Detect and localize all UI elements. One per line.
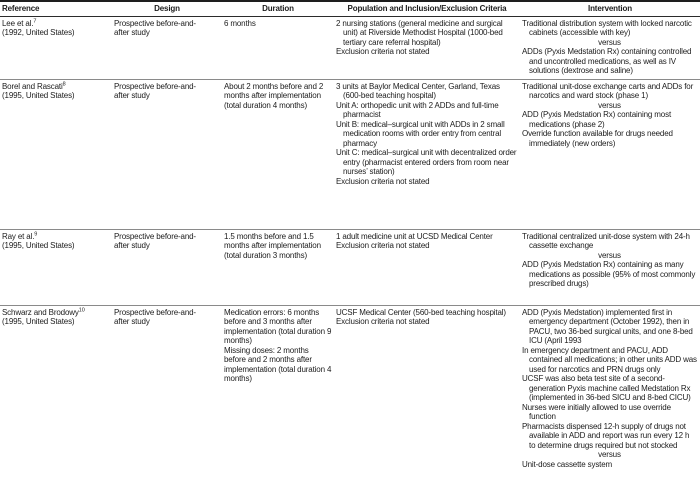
design-text: Prospective before-and-after study [114, 81, 196, 101]
population-text: 3 units at Baylor Medical Center, Garlan… [336, 81, 500, 101]
design-text: Prospective before-and-after study [114, 307, 196, 327]
versus-label: versus [598, 250, 621, 260]
design-cell: Prospective before-and-after study [112, 15, 222, 79]
duration-text: About 2 months before and 2 months after… [224, 81, 324, 110]
reference-name-text: Ray et al. [2, 231, 35, 241]
reference-citation-sup: 9 [34, 230, 38, 237]
versus-label: versus [598, 100, 621, 110]
reference-name-text: Lee et al. [2, 18, 34, 28]
duration-cell: 1.5 months before and 1.5 months after i… [222, 228, 334, 305]
population-text: Exclusion criteria not stated [336, 241, 430, 250]
reference-name: Borel and Rascati8 [2, 80, 109, 92]
population-text: Exclusion criteria not stated [336, 47, 430, 56]
population-cell: 1 adult medicine unit at UCSD Medical Ce… [334, 228, 520, 305]
reference-year: (1995, United States) [2, 317, 75, 326]
reference-citation-sup: 7 [33, 17, 37, 24]
versus-label: versus [598, 37, 621, 47]
intervention-cell: Traditional distribution system with loc… [520, 15, 700, 79]
column-header-population: Population and Inclusion/Exclusion Crite… [334, 1, 520, 17]
duration-cell: 6 months [222, 15, 334, 79]
reference-name: Schwarz and Brodowy10 [2, 306, 109, 318]
duration-text: Medication errors: 6 months before and 3… [224, 307, 332, 346]
intervention-text: Unit-dose cassette system [522, 459, 613, 469]
intervention-text: Traditional centralized unit-dose system… [522, 231, 690, 251]
reference-cell: Schwarz and Brodowy10 (1995, United State… [0, 304, 112, 496]
design-cell: Prospective before-and-after study [112, 304, 222, 496]
table-row: Schwarz and Brodowy10 (1995, United State… [0, 304, 700, 496]
duration-text: Missing doses: 2 months before and 2 mon… [224, 345, 332, 384]
population-text: Unit B: medical–surgical unit with ADDs … [336, 119, 505, 148]
table-body: Lee et al.7 (1992, United States) Prospect… [0, 15, 700, 496]
intervention-text: ADD (Pyxis Medstation Rx) containing as … [522, 260, 696, 288]
column-header-duration: Duration [222, 1, 334, 17]
population-text: 2 nursing stations (general medicine and… [336, 18, 503, 47]
column-header-design: Design [112, 1, 222, 17]
intervention-text: Traditional unit-dose exchange carts and… [522, 81, 694, 101]
reference-year: (1992, United States) [2, 28, 75, 37]
header-row: Reference Design Duration Population and… [0, 1, 700, 17]
intervention-text: ADD (Pyxis Medstation) implemented first… [522, 307, 693, 346]
duration-text: 1.5 months before and 1.5 months after i… [224, 231, 321, 260]
population-text: Unit A: orthopedic unit with 2 ADDs and … [336, 100, 499, 120]
table-row: Lee et al.7 (1992, United States) Prospect… [0, 15, 700, 79]
design-cell: Prospective before-and-after study [112, 228, 222, 305]
duration-cell: Medication errors: 6 months before and 3… [222, 304, 334, 496]
reference-citation-sup: 10 [78, 306, 85, 313]
intervention-text: Override function available for drugs ne… [522, 129, 673, 148]
population-text: Unit C: medical–surgical unit with decen… [336, 148, 517, 176]
population-text: Exclusion criteria not stated [336, 176, 430, 186]
reference-cell: Borel and Rascati8 (1995, United States) [0, 78, 112, 229]
population-cell: 3 units at Baylor Medical Center, Garlan… [334, 78, 520, 229]
duration-text: 6 months [224, 18, 256, 28]
intervention-text: ADD (Pyxis Medstation Rx) containing mos… [522, 110, 672, 129]
intervention-text: Nurses were initially allowed to use ove… [522, 402, 671, 422]
reference-name-text: Schwarz and Brodowy [2, 307, 79, 317]
population-text: 1 adult medicine unit at UCSD Medical Ce… [336, 231, 493, 241]
reference-name: Ray et al.9 [2, 230, 109, 242]
intervention-cell: Traditional centralized unit-dose system… [520, 228, 700, 305]
population-cell: UCSF Medical Center (560-bed teaching ho… [334, 304, 520, 496]
reference-cell: Lee et al.7 (1992, United States) [0, 15, 112, 79]
design-text: Prospective before-and-after study [114, 231, 196, 251]
duration-cell: About 2 months before and 2 months after… [222, 78, 334, 229]
intervention-cell: ADD (Pyxis Medstation) implemented first… [520, 304, 700, 496]
table-header: Reference Design Duration Population and… [0, 1, 700, 17]
table-row: Ray et al.9 (1995, United States) Prospect… [0, 228, 700, 305]
intervention-text: UCSF was also beta test site of a second… [522, 374, 691, 402]
intervention-text: Pharmacists dispensed 12-h supply of dru… [522, 421, 690, 450]
design-text: Prospective before-and-after study [114, 18, 196, 38]
design-cell: Prospective before-and-after study [112, 78, 222, 229]
population-cell: 2 nursing stations (general medicine and… [334, 15, 520, 79]
intervention-text: Traditional distribution system with loc… [522, 18, 692, 38]
reference-name-text: Borel and Rascati [2, 81, 63, 91]
reference-cell: Ray et al.9 (1995, United States) [0, 228, 112, 305]
reference-year: (1995, United States) [2, 91, 75, 100]
reference-name: Lee et al.7 [2, 17, 109, 29]
intervention-text: In emergency department and PACU, ADD co… [522, 345, 697, 374]
table-row: Borel and Rascati8 (1995, United States) P… [0, 78, 700, 229]
column-header-intervention: Intervention [520, 1, 700, 17]
intervention-cell: Traditional unit-dose exchange carts and… [520, 78, 700, 229]
versus-label: versus [598, 450, 621, 459]
reference-year: (1995, United States) [2, 241, 75, 250]
intervention-text: ADDs (Pyxis Medstation Rx) containing co… [522, 47, 692, 75]
reference-citation-sup: 8 [62, 80, 66, 87]
population-text: Exclusion criteria not stated [336, 317, 430, 326]
population-text: UCSF Medical Center (560-bed teaching ho… [336, 307, 506, 317]
column-header-reference: Reference [0, 1, 112, 17]
